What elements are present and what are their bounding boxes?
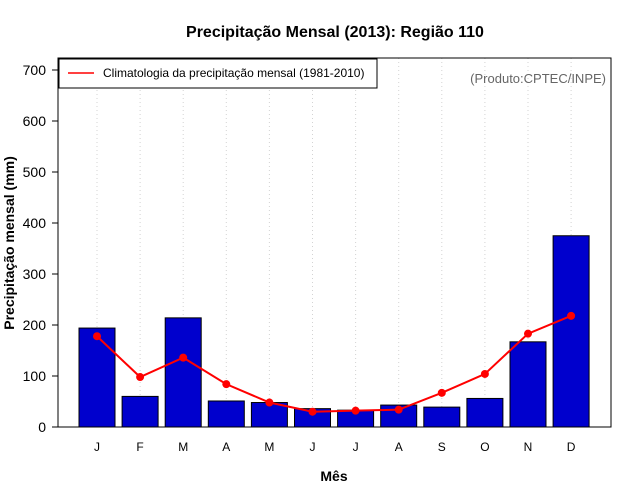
bar-2 <box>121 395 159 428</box>
climatology-point-1 <box>93 332 101 341</box>
legend-label: Climatologia da precipitação mensal (198… <box>103 66 364 80</box>
legend-box <box>58 58 378 89</box>
x-tick-label: J <box>94 440 100 454</box>
x-tick-label: M <box>178 440 188 454</box>
x-axis-label: Mês <box>320 468 347 484</box>
climatology-point-8 <box>394 405 403 414</box>
y-tick-label: 700 <box>23 62 47 78</box>
bar-1 <box>78 327 116 428</box>
y-tick-label: 0 <box>38 419 46 435</box>
y-tick-label: 600 <box>23 113 47 129</box>
climatology-point-4 <box>222 380 231 389</box>
x-tick-label: M <box>264 440 274 454</box>
bar-10 <box>466 397 504 428</box>
y-tick-label: 200 <box>23 317 47 333</box>
climatology-point-2 <box>136 373 145 382</box>
bar-12 <box>552 235 590 428</box>
climatology-point-10 <box>480 369 489 378</box>
climatology-point-12 <box>567 311 576 320</box>
y-tick-label: 100 <box>23 368 47 384</box>
climatology-point-11 <box>524 329 532 338</box>
x-tick-label: S <box>438 440 446 454</box>
y-axis-label: Precipitação mensal (mm) <box>1 156 17 330</box>
bar-11 <box>509 341 547 428</box>
legend: Climatologia da precipitação mensal (198… <box>58 58 378 89</box>
x-tick-label: O <box>480 440 489 454</box>
climatology-point-6 <box>308 407 317 416</box>
climatology-point-3 <box>179 353 188 362</box>
x-tick-label: D <box>567 440 576 454</box>
y-tick-label: 500 <box>23 164 47 180</box>
x-tick-label: N <box>524 440 533 454</box>
x-tick-label: A <box>395 440 403 454</box>
climatology-point-7 <box>351 406 360 415</box>
x-tick-label: A <box>222 440 230 454</box>
y-tick-label: 400 <box>23 215 47 231</box>
bar-4 <box>207 400 245 428</box>
y-axis: 0 100 200 300 400 500 600 700 <box>23 62 58 435</box>
bar-5 <box>250 402 288 428</box>
chart-title: Precipitação Mensal (2013): Região 110 <box>186 24 484 41</box>
x-tick-label: F <box>136 440 143 454</box>
climatology-line <box>93 311 576 416</box>
bar-3 <box>164 317 202 428</box>
x-tick-label: J <box>353 440 359 454</box>
y-tick-label: 300 <box>23 266 47 282</box>
credit-text: (Produto:CPTEC/INPE) <box>470 71 606 86</box>
climatology-series-line <box>96 314 572 413</box>
climatology-point-5 <box>265 398 274 407</box>
climatology-point-9 <box>437 388 446 397</box>
bar-9 <box>423 406 461 428</box>
x-tick-label: J <box>310 440 316 454</box>
bars <box>78 235 590 428</box>
plot-frame <box>57 57 612 428</box>
